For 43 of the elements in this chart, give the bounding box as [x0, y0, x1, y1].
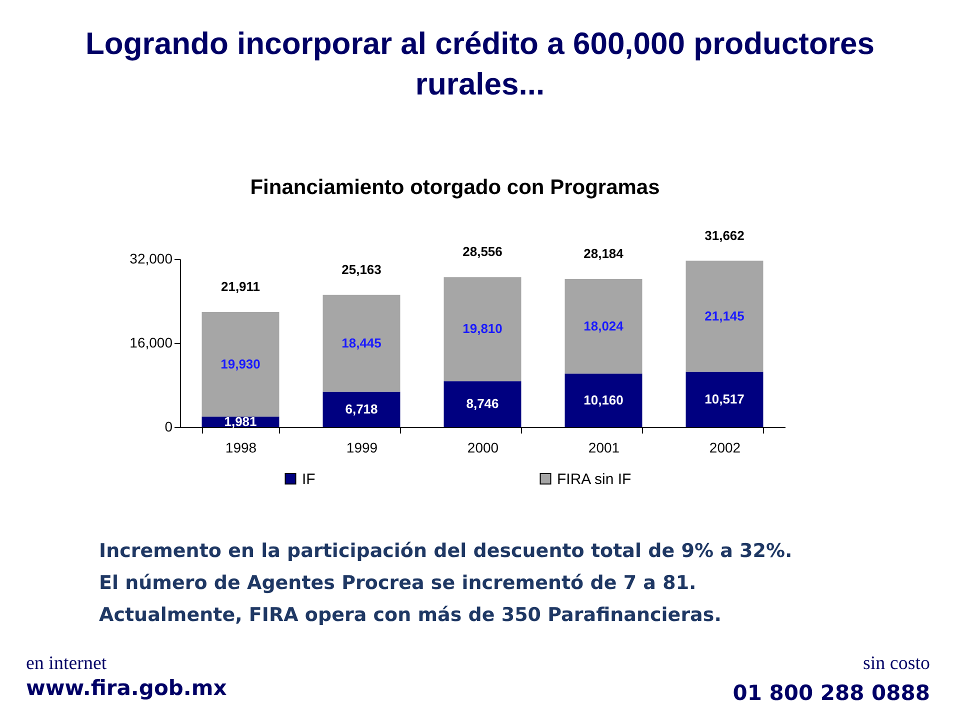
- bar: [564, 374, 642, 427]
- text: Actualmente, FIRA opera con más de 350 Parafinancieras.: [99, 604, 722, 626]
- total-label: 25,163: [342, 262, 382, 277]
- text: El número de Agentes Procrea se incrementó de 7 a 81.: [99, 572, 696, 594]
- data-label: 19,930: [220, 356, 260, 372]
- y-tick-label: 32,000: [130, 250, 173, 266]
- bar: [322, 392, 400, 427]
- data-label: 19,810: [462, 321, 502, 336]
- total-label: 28,184: [584, 246, 624, 262]
- data-label: 8,746: [466, 396, 499, 412]
- data-label: 10,160: [584, 392, 624, 408]
- legend-label: IF: [302, 470, 316, 488]
- bar: [686, 260, 764, 372]
- chart-title: Logrando incorporar al crédito a 600,000 productores rurales...: [86, 26, 874, 102]
- x-tick-label: 2001: [588, 440, 620, 456]
- total-label: 31,662: [704, 228, 744, 243]
- data-label: 6,718: [345, 401, 378, 416]
- y-tick-label: 0: [164, 418, 173, 434]
- data-label: 10,517: [704, 391, 744, 406]
- y-tick-label: 16,000: [130, 334, 173, 350]
- text: 01 800 288 0888: [732, 681, 930, 705]
- total-label: 21,911: [220, 278, 260, 294]
- total-label: 28,556: [462, 244, 502, 260]
- x-tick-label: 1999: [346, 440, 378, 456]
- text: Incremento en la participación del descuento total de 9% a 32%.: [99, 540, 792, 562]
- legend-label: FIRA sin IF: [557, 470, 632, 488]
- data-label: 1,981: [224, 414, 257, 429]
- data-label: 18,024: [584, 318, 624, 334]
- bar: [322, 294, 400, 392]
- bar: [564, 279, 642, 374]
- bar: [202, 312, 280, 417]
- bar: [444, 381, 522, 427]
- chart-subtitle: Financiamiento otorgado con Programas: [250, 176, 660, 199]
- bar: [444, 277, 522, 382]
- text: www.fira.gob.mx: [26, 676, 228, 700]
- bar: [686, 372, 764, 427]
- data-label: 18,445: [342, 335, 382, 350]
- text: sin costo: [862, 653, 930, 674]
- x-tick-label: 2002: [709, 440, 741, 456]
- data-label: 21,145: [704, 308, 744, 324]
- x-tick-label: 2000: [467, 440, 499, 456]
- x-tick-label: 1998: [225, 440, 257, 456]
- text: en internet: [26, 653, 108, 674]
